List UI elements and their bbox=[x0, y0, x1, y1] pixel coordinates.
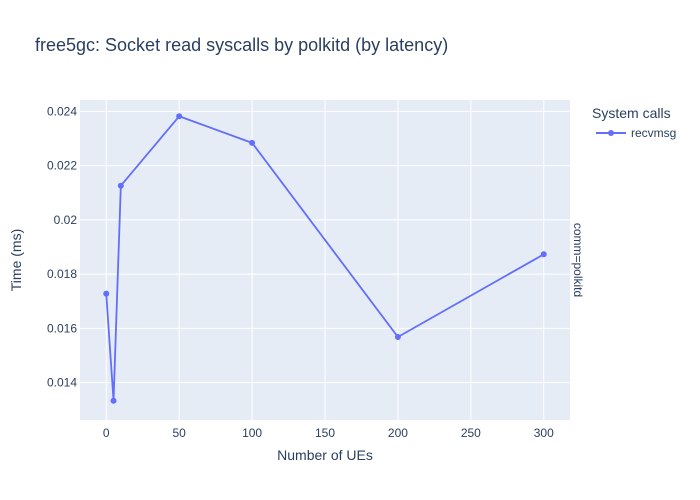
y-tick-labels: 0.014 0.016 0.018 0.02 0.022 0.024 bbox=[47, 104, 77, 389]
y-tick-label: 0.02 bbox=[54, 213, 78, 227]
gridlines bbox=[80, 100, 570, 420]
legend-swatch-marker bbox=[608, 130, 614, 136]
chart-title: free5gc: Socket read syscalls by polkitd… bbox=[35, 35, 448, 55]
legend-label-recvmsg: recvmsg bbox=[631, 126, 676, 140]
x-tick-label: 100 bbox=[242, 426, 262, 440]
data-point[interactable] bbox=[110, 397, 117, 404]
legend[interactable]: System calls recvmsg bbox=[592, 105, 676, 140]
facet-label: comm=polkitd bbox=[571, 223, 585, 297]
x-axis-label: Number of UEs bbox=[277, 447, 373, 463]
data-point[interactable] bbox=[249, 139, 256, 146]
legend-title: System calls bbox=[592, 105, 671, 121]
data-point[interactable] bbox=[117, 182, 124, 189]
x-tick-label: 0 bbox=[103, 426, 110, 440]
x-tick-label: 300 bbox=[534, 426, 554, 440]
x-tick-labels: 0 50 100 150 200 250 300 bbox=[103, 426, 554, 440]
y-tick-label: 0.016 bbox=[47, 321, 77, 335]
data-point[interactable] bbox=[176, 113, 183, 120]
data-point[interactable] bbox=[103, 290, 110, 297]
y-tick-label: 0.022 bbox=[47, 159, 77, 173]
x-tick-label: 200 bbox=[388, 426, 408, 440]
x-tick-label: 250 bbox=[461, 426, 481, 440]
x-tick-label: 150 bbox=[315, 426, 335, 440]
x-tick-label: 50 bbox=[172, 426, 186, 440]
y-tick-label: 0.018 bbox=[47, 267, 77, 281]
data-point[interactable] bbox=[540, 251, 547, 258]
y-tick-label: 0.014 bbox=[47, 376, 77, 390]
series-recvmsg bbox=[103, 113, 547, 404]
y-tick-label: 0.024 bbox=[47, 104, 77, 118]
data-point[interactable] bbox=[394, 334, 401, 341]
legend-item-recvmsg[interactable]: recvmsg bbox=[596, 126, 676, 140]
y-axis-label: Time (ms) bbox=[8, 229, 24, 291]
